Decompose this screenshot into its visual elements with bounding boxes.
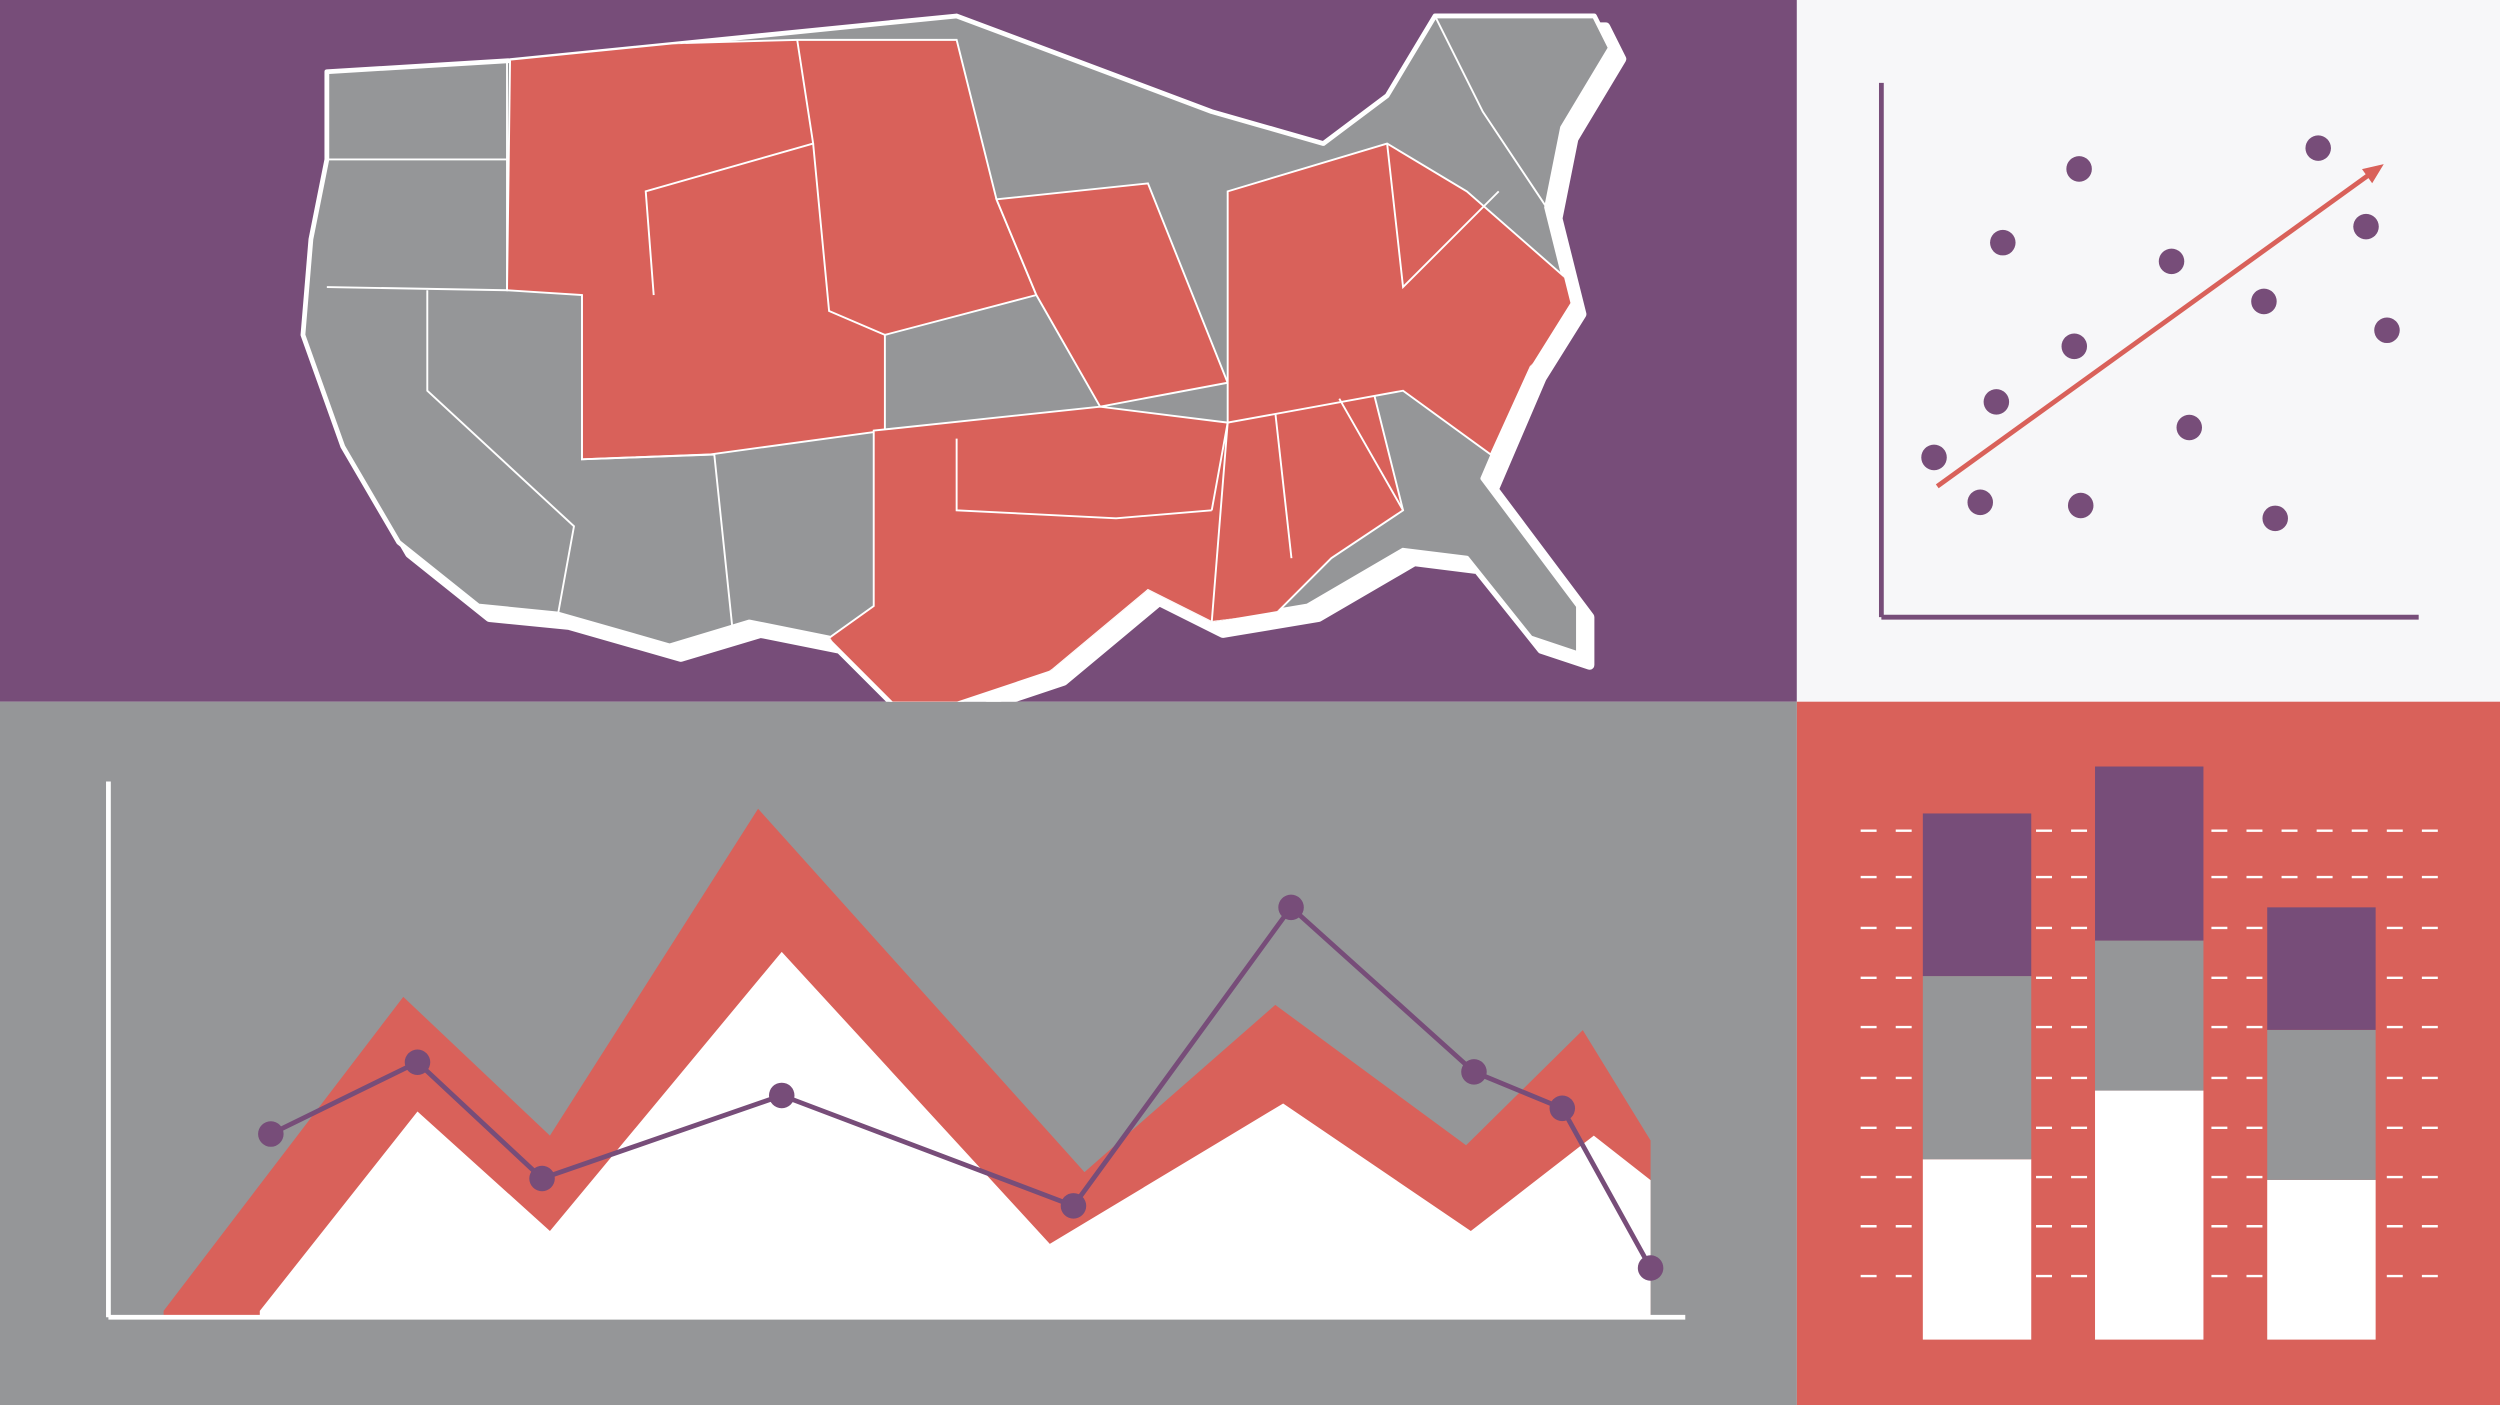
- scatter-point: [2158, 248, 2185, 275]
- scatter-point: [1990, 229, 2016, 256]
- line-point: [404, 1049, 431, 1075]
- bar-segment: [2095, 766, 2204, 941]
- area-series: [259, 951, 1651, 1318]
- line-point: [1461, 1059, 1487, 1085]
- scatter-point: [2374, 317, 2400, 344]
- bar-segment: [2267, 1179, 2376, 1340]
- trend-arrowhead: [2362, 164, 2384, 184]
- scatter-point: [2067, 492, 2094, 519]
- scatter-point: [2176, 414, 2203, 441]
- line-point: [768, 1082, 795, 1109]
- scatter-point: [2251, 288, 2277, 315]
- border: [580, 295, 735, 639]
- line-point: [1637, 1255, 1664, 1281]
- bar-segment: [2095, 940, 2204, 1091]
- scatter-point: [2066, 156, 2092, 182]
- trend-line: [1935, 172, 2371, 489]
- map-highlight: [506, 38, 1596, 702]
- border: [955, 438, 1212, 520]
- line-point: [1278, 894, 1304, 921]
- bar-segment: [2267, 907, 2376, 1030]
- border: [1274, 414, 1293, 559]
- scatter-point: [2305, 135, 2331, 161]
- bar-segment: [1922, 1159, 2032, 1340]
- border: [812, 143, 886, 336]
- state-group: [506, 38, 1038, 461]
- border: [1386, 143, 1500, 290]
- scatter-point: [2061, 333, 2088, 360]
- bar-segment: [1922, 976, 2032, 1160]
- scatter-point: [2353, 213, 2379, 240]
- scatter-point: [1921, 444, 1947, 471]
- border: [1210, 422, 1229, 623]
- scatter-point: [1983, 389, 2010, 415]
- bar-segment: [2267, 1029, 2376, 1180]
- line-point: [1060, 1193, 1087, 1219]
- border: [1338, 398, 1404, 511]
- line-point: [529, 1165, 555, 1192]
- bar-segment: [1922, 813, 2032, 977]
- state-borders: [326, 15, 1548, 639]
- scatter-point: [1967, 489, 1993, 516]
- bar-segment: [2095, 1090, 2204, 1340]
- us-map: [300, 13, 1627, 702]
- border: [644, 39, 815, 296]
- line-point: [258, 1121, 284, 1147]
- border: [1434, 15, 1548, 208]
- line-point: [1549, 1095, 1576, 1122]
- border: [426, 290, 576, 615]
- border: [326, 60, 508, 292]
- state-group: [995, 182, 1229, 408]
- scatter-panel: [1796, 0, 2500, 702]
- scatter-point: [2262, 505, 2288, 532]
